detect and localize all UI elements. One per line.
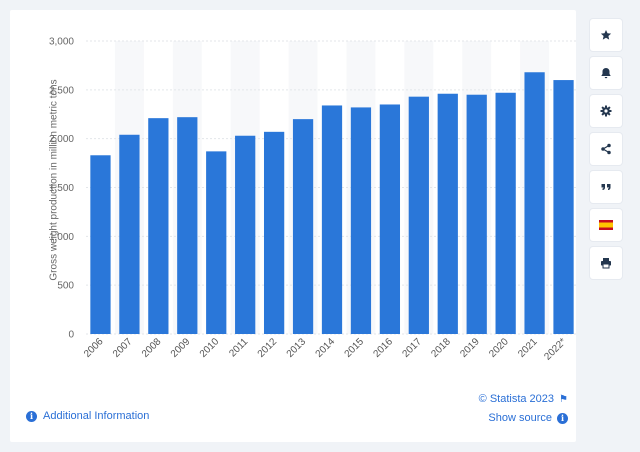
bar-2009 <box>177 117 198 335</box>
notification-button[interactable] <box>590 57 622 89</box>
settings-button[interactable] <box>590 95 622 127</box>
x-tick-label: 2013 <box>285 336 309 360</box>
bar-2017 <box>408 96 429 334</box>
x-tick-label: 2015 <box>343 336 367 360</box>
x-tick-label: 2019 <box>458 336 482 360</box>
x-tick-label: 2021 <box>516 336 540 360</box>
y-tick-label: 1,000 <box>49 232 74 243</box>
sidebar-toolbar <box>590 19 626 279</box>
favorite-button[interactable] <box>590 19 622 51</box>
bar-2010 <box>206 151 227 334</box>
show-source-label: Show source <box>488 412 552 424</box>
x-tick-label: 2014 <box>314 336 338 360</box>
x-tick-label: 2012 <box>256 336 280 360</box>
y-tick-label: 2,500 <box>49 85 74 96</box>
x-tick-label: 2008 <box>140 336 164 360</box>
print-button[interactable] <box>590 247 622 279</box>
flag-icon: ⚑ <box>559 393 568 405</box>
y-tick-label: 2,000 <box>49 134 74 145</box>
bar-2008 <box>148 118 169 334</box>
x-tick-label: 2007 <box>111 336 135 360</box>
info-icon: i <box>557 412 568 424</box>
y-tick-label: 500 <box>57 281 74 292</box>
star-icon <box>600 30 612 40</box>
x-tick-label: 2016 <box>371 336 395 360</box>
show-source-link[interactable]: Show source i <box>488 412 568 424</box>
bar-2019 <box>466 94 487 334</box>
bar-2020 <box>495 92 516 334</box>
bar-2014 <box>321 105 343 335</box>
x-tick-label: 2022* <box>542 336 568 362</box>
bar-2011 <box>235 135 256 334</box>
print-icon <box>601 258 611 269</box>
language-button[interactable] <box>590 209 622 241</box>
credit-label: © Statista 2023 <box>478 393 555 405</box>
share-icon <box>601 143 611 155</box>
y-tick-label: 3,000 <box>49 37 74 48</box>
chart-card: 0 500 1,000 1,500 2,000 2,500 3,000 2006 2007 200… <box>10 10 576 442</box>
bar-2022 <box>553 80 574 334</box>
info-icon: i <box>26 410 37 422</box>
y-tick-label: 1,500 <box>49 183 74 194</box>
bar-2006 <box>90 155 111 334</box>
x-tick-label: 2011 <box>227 336 250 359</box>
bar-2015 <box>350 107 372 334</box>
x-tick-label: 2006 <box>82 336 106 360</box>
bar-2012 <box>263 131 285 334</box>
quote-icon <box>601 184 611 190</box>
bar-2018 <box>437 93 458 335</box>
additional-information-link[interactable]: i Additional Information <box>26 410 149 422</box>
cite-button[interactable] <box>590 171 622 203</box>
x-tick-label: 2017 <box>400 336 424 360</box>
x-tick-label: 2018 <box>429 336 453 360</box>
bar-2016 <box>379 104 401 334</box>
share-button[interactable] <box>590 133 622 165</box>
additional-information-label: Additional Information <box>43 410 150 422</box>
x-tick-label: 2020 <box>487 336 511 360</box>
x-tick-label: 2010 <box>198 336 222 360</box>
bar-2007 <box>119 134 140 334</box>
y-tick-label: 0 <box>68 330 74 341</box>
flag-spain-icon <box>599 220 613 230</box>
statista-credit-link[interactable]: © Statista 2023 ⚑ <box>479 393 568 405</box>
y-axis-title: Gross weight production in million metri… <box>48 79 60 281</box>
x-tick-label: 2009 <box>169 336 193 360</box>
bar-2013 <box>292 119 314 334</box>
bar-2021 <box>524 72 545 335</box>
gear-icon <box>600 105 612 117</box>
bell-icon <box>601 68 611 79</box>
